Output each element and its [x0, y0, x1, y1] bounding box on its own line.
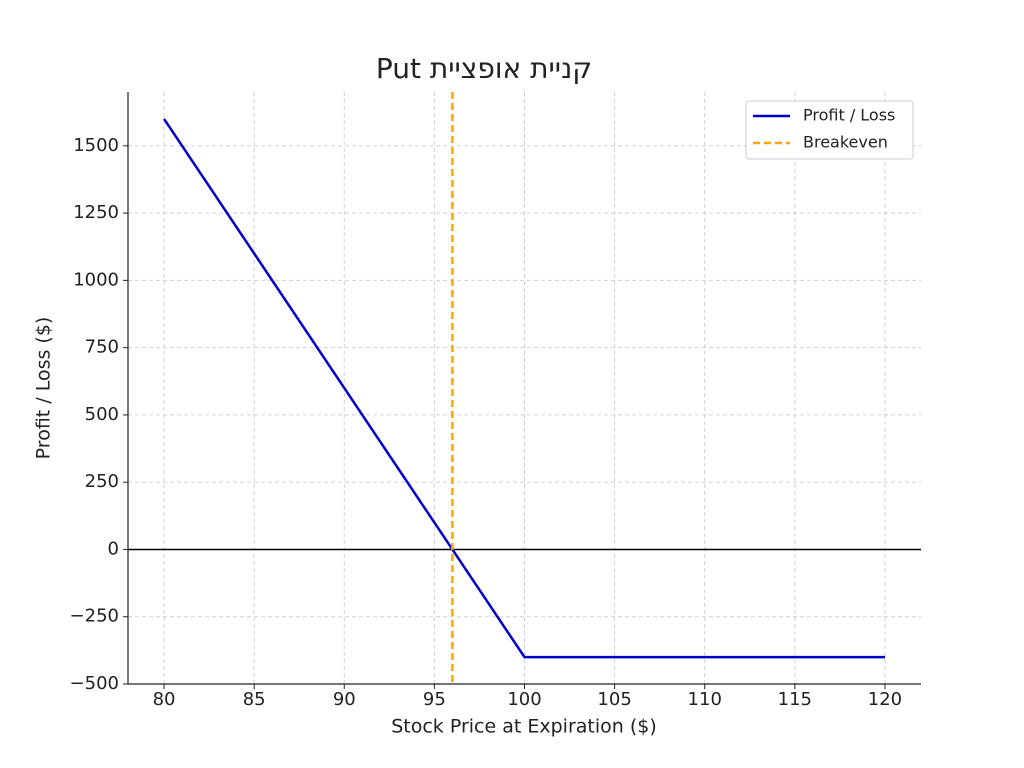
x-axis-label: Stock Price at Expiration ($) — [391, 716, 657, 738]
y-axis-label: Profit / Loss ($) — [33, 317, 55, 460]
x-tick-label: 100 — [507, 689, 541, 710]
legend: Profit / Loss Breakeven — [745, 100, 914, 160]
y-tick-label: 1500 — [73, 135, 119, 156]
y-tick-label: −500 — [70, 673, 119, 694]
x-tick-label: 80 — [153, 689, 176, 710]
x-tick-label: 90 — [333, 689, 356, 710]
y-tick-label: 1000 — [73, 269, 119, 290]
legend-label: Breakeven — [803, 133, 888, 152]
chart-title: קניית אופציית Put — [376, 52, 592, 85]
y-tick-label: 500 — [85, 404, 119, 425]
x-tick-label: 110 — [688, 689, 722, 710]
x-tick-label: 120 — [868, 689, 902, 710]
y-tick-label: 1250 — [73, 202, 119, 223]
x-tick-label: 85 — [243, 689, 266, 710]
x-tick-label: 115 — [778, 689, 812, 710]
data-line — [163, 118, 885, 659]
y-tick-label: 0 — [108, 538, 119, 559]
legend-label: Profit / Loss — [803, 106, 895, 125]
y-tick-label: 250 — [85, 471, 119, 492]
y-tick-label: 750 — [85, 337, 119, 358]
x-tick-label: 105 — [597, 689, 631, 710]
x-tick-label: 95 — [423, 689, 446, 710]
y-tick-label: −250 — [70, 606, 119, 627]
